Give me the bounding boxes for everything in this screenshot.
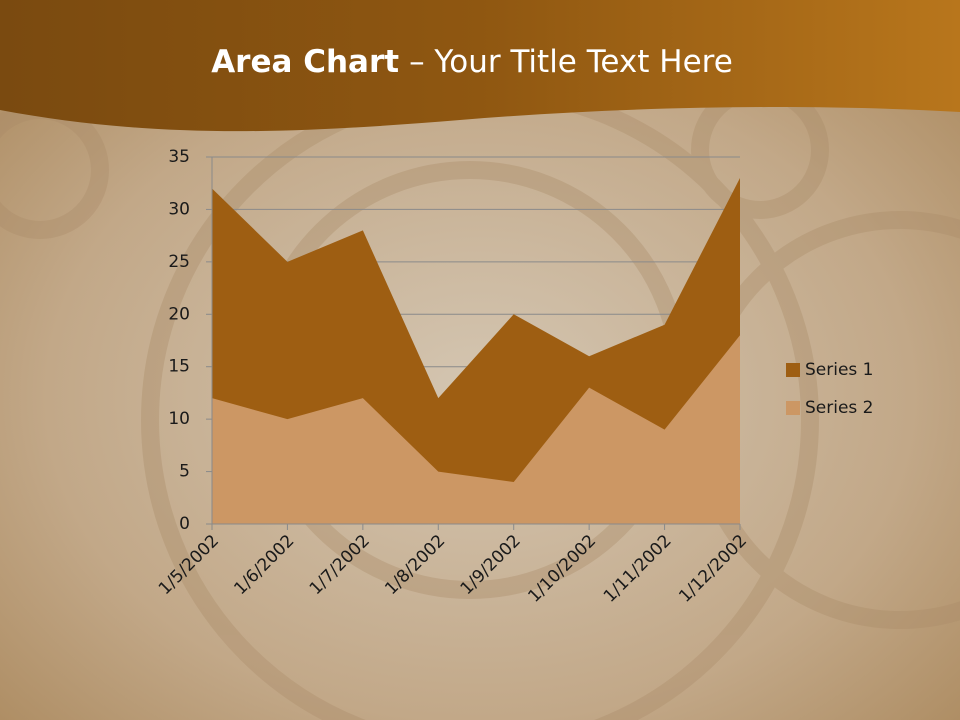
title-rest: – Your Title Text Here [409, 44, 733, 80]
y-tick-label: 10 [168, 409, 190, 429]
legend-label: Series 1 [805, 360, 874, 380]
title-bold: Area Chart [211, 44, 399, 80]
y-tick-label: 20 [168, 304, 190, 324]
legend-swatch [786, 401, 800, 415]
area [212, 335, 740, 524]
legend-swatch [786, 363, 800, 377]
chart-title: Area Chart – Your Title Text Here [211, 44, 733, 80]
legend-label: Series 2 [805, 398, 874, 418]
y-tick-label: 25 [168, 252, 190, 272]
y-tick-label: 15 [168, 357, 190, 377]
y-tick-label: 0 [179, 514, 190, 534]
y-tick-label: 5 [179, 462, 190, 482]
y-tick-label: 35 [168, 147, 190, 167]
y-tick-label: 30 [168, 199, 190, 219]
header-band [0, 0, 960, 132]
